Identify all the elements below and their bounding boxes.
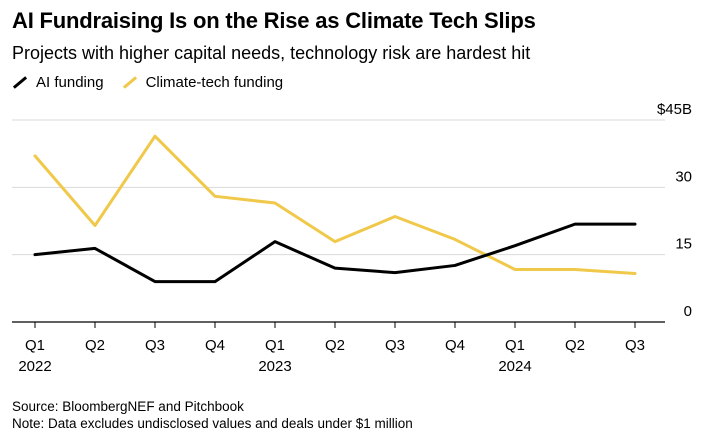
series-line-ai-funding (33, 222, 637, 284)
series-lines (33, 134, 637, 284)
x-tick-label: Q1 (25, 337, 45, 354)
legend-item-ai: AI funding (12, 74, 104, 91)
chart-subtitle: Projects with higher capital needs, tech… (12, 43, 531, 63)
grid-lines (12, 119, 665, 256)
x-tick-label: Q2 (565, 337, 585, 354)
x-tick-label: Q3 (145, 337, 165, 354)
x-tick-label: Q3 (625, 337, 645, 354)
source-note: Source: BloombergNEF and Pitchbook (12, 399, 244, 414)
x-year-label: 2022 (18, 358, 51, 375)
x-axis: Q1 2022 Q2 Q3 Q4 Q1 2023 Q2 Q3 Q4 Q1 2024 Q2 Q3 (12, 321, 665, 375)
y-tick-label: $45B (657, 101, 692, 118)
legend-item-climate: Climate-tech funding (122, 74, 284, 91)
x-tick-label: Q2 (85, 337, 105, 354)
x-tick-label: Q1 (505, 337, 525, 354)
y-axis-labels: $45B 30 15 0 (657, 101, 692, 320)
x-tick-label: Q2 (325, 337, 345, 354)
y-tick-label: 0 (684, 303, 692, 320)
legend: AI funding Climate-tech funding (12, 74, 291, 91)
x-year-label: 2023 (258, 358, 291, 375)
legend-label-ai: AI funding (36, 74, 104, 91)
data-note: Note: Data excludes undisclosed values a… (12, 416, 413, 431)
x-tick-label: Q3 (385, 337, 405, 354)
series-line-climate-tech-funding (33, 134, 637, 276)
x-tick-label: Q1 (265, 337, 285, 354)
legend-label-climate: Climate-tech funding (145, 74, 284, 91)
chart-title: AI Fundraising Is on the Rise as Climate… (12, 8, 536, 33)
y-tick-label: 30 (675, 168, 692, 185)
x-year-label: 2024 (498, 358, 531, 375)
x-tick-label: Q4 (205, 337, 225, 354)
y-tick-label: 15 (675, 236, 692, 253)
x-tick-label: Q4 (445, 337, 465, 354)
